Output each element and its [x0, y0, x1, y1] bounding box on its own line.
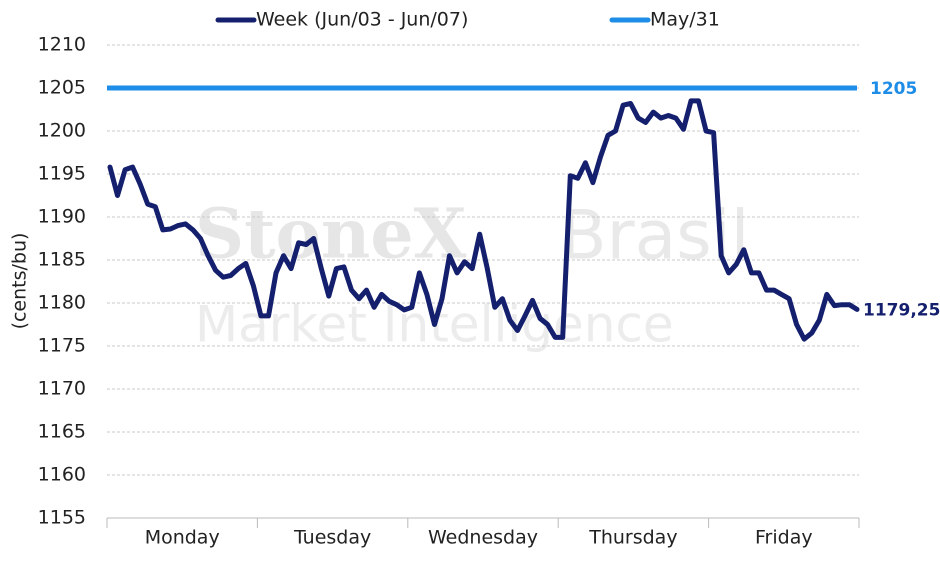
y-tick-label: 1165	[38, 421, 86, 443]
y-tick-label: 1180	[38, 292, 86, 314]
x-tick-label: Tuesday	[293, 527, 371, 549]
y-tick-label: 1200	[38, 120, 86, 142]
y-tick-label: 1210	[38, 34, 86, 56]
y-tick-label: 1155	[38, 507, 86, 529]
legend-label: Week (Jun/03 - Jun/07)	[256, 9, 468, 31]
watermark-brand: StoneX	[195, 195, 467, 275]
y-axis-label: (cents/bu)	[9, 233, 31, 330]
x-tick-label: Thursday	[588, 527, 677, 549]
y-tick-label: 1175	[38, 335, 86, 357]
legend-label: May/31	[650, 9, 720, 31]
value-label: 1205	[870, 79, 917, 99]
series-line	[107, 98, 860, 342]
y-tick-label: 1170	[38, 378, 86, 400]
x-tick-label: Friday	[755, 527, 813, 549]
end-label: 1179,25	[863, 300, 940, 320]
x-tick-label: Monday	[145, 527, 220, 549]
x-tick-label: Wednesday	[428, 527, 538, 549]
y-tick-label: 1160	[38, 464, 86, 486]
y-tick-label: 1190	[38, 206, 86, 228]
y-tick-label: 1205	[38, 77, 86, 99]
y-tick-label: 1195	[38, 163, 86, 185]
y-tick-label: 1185	[38, 249, 86, 271]
